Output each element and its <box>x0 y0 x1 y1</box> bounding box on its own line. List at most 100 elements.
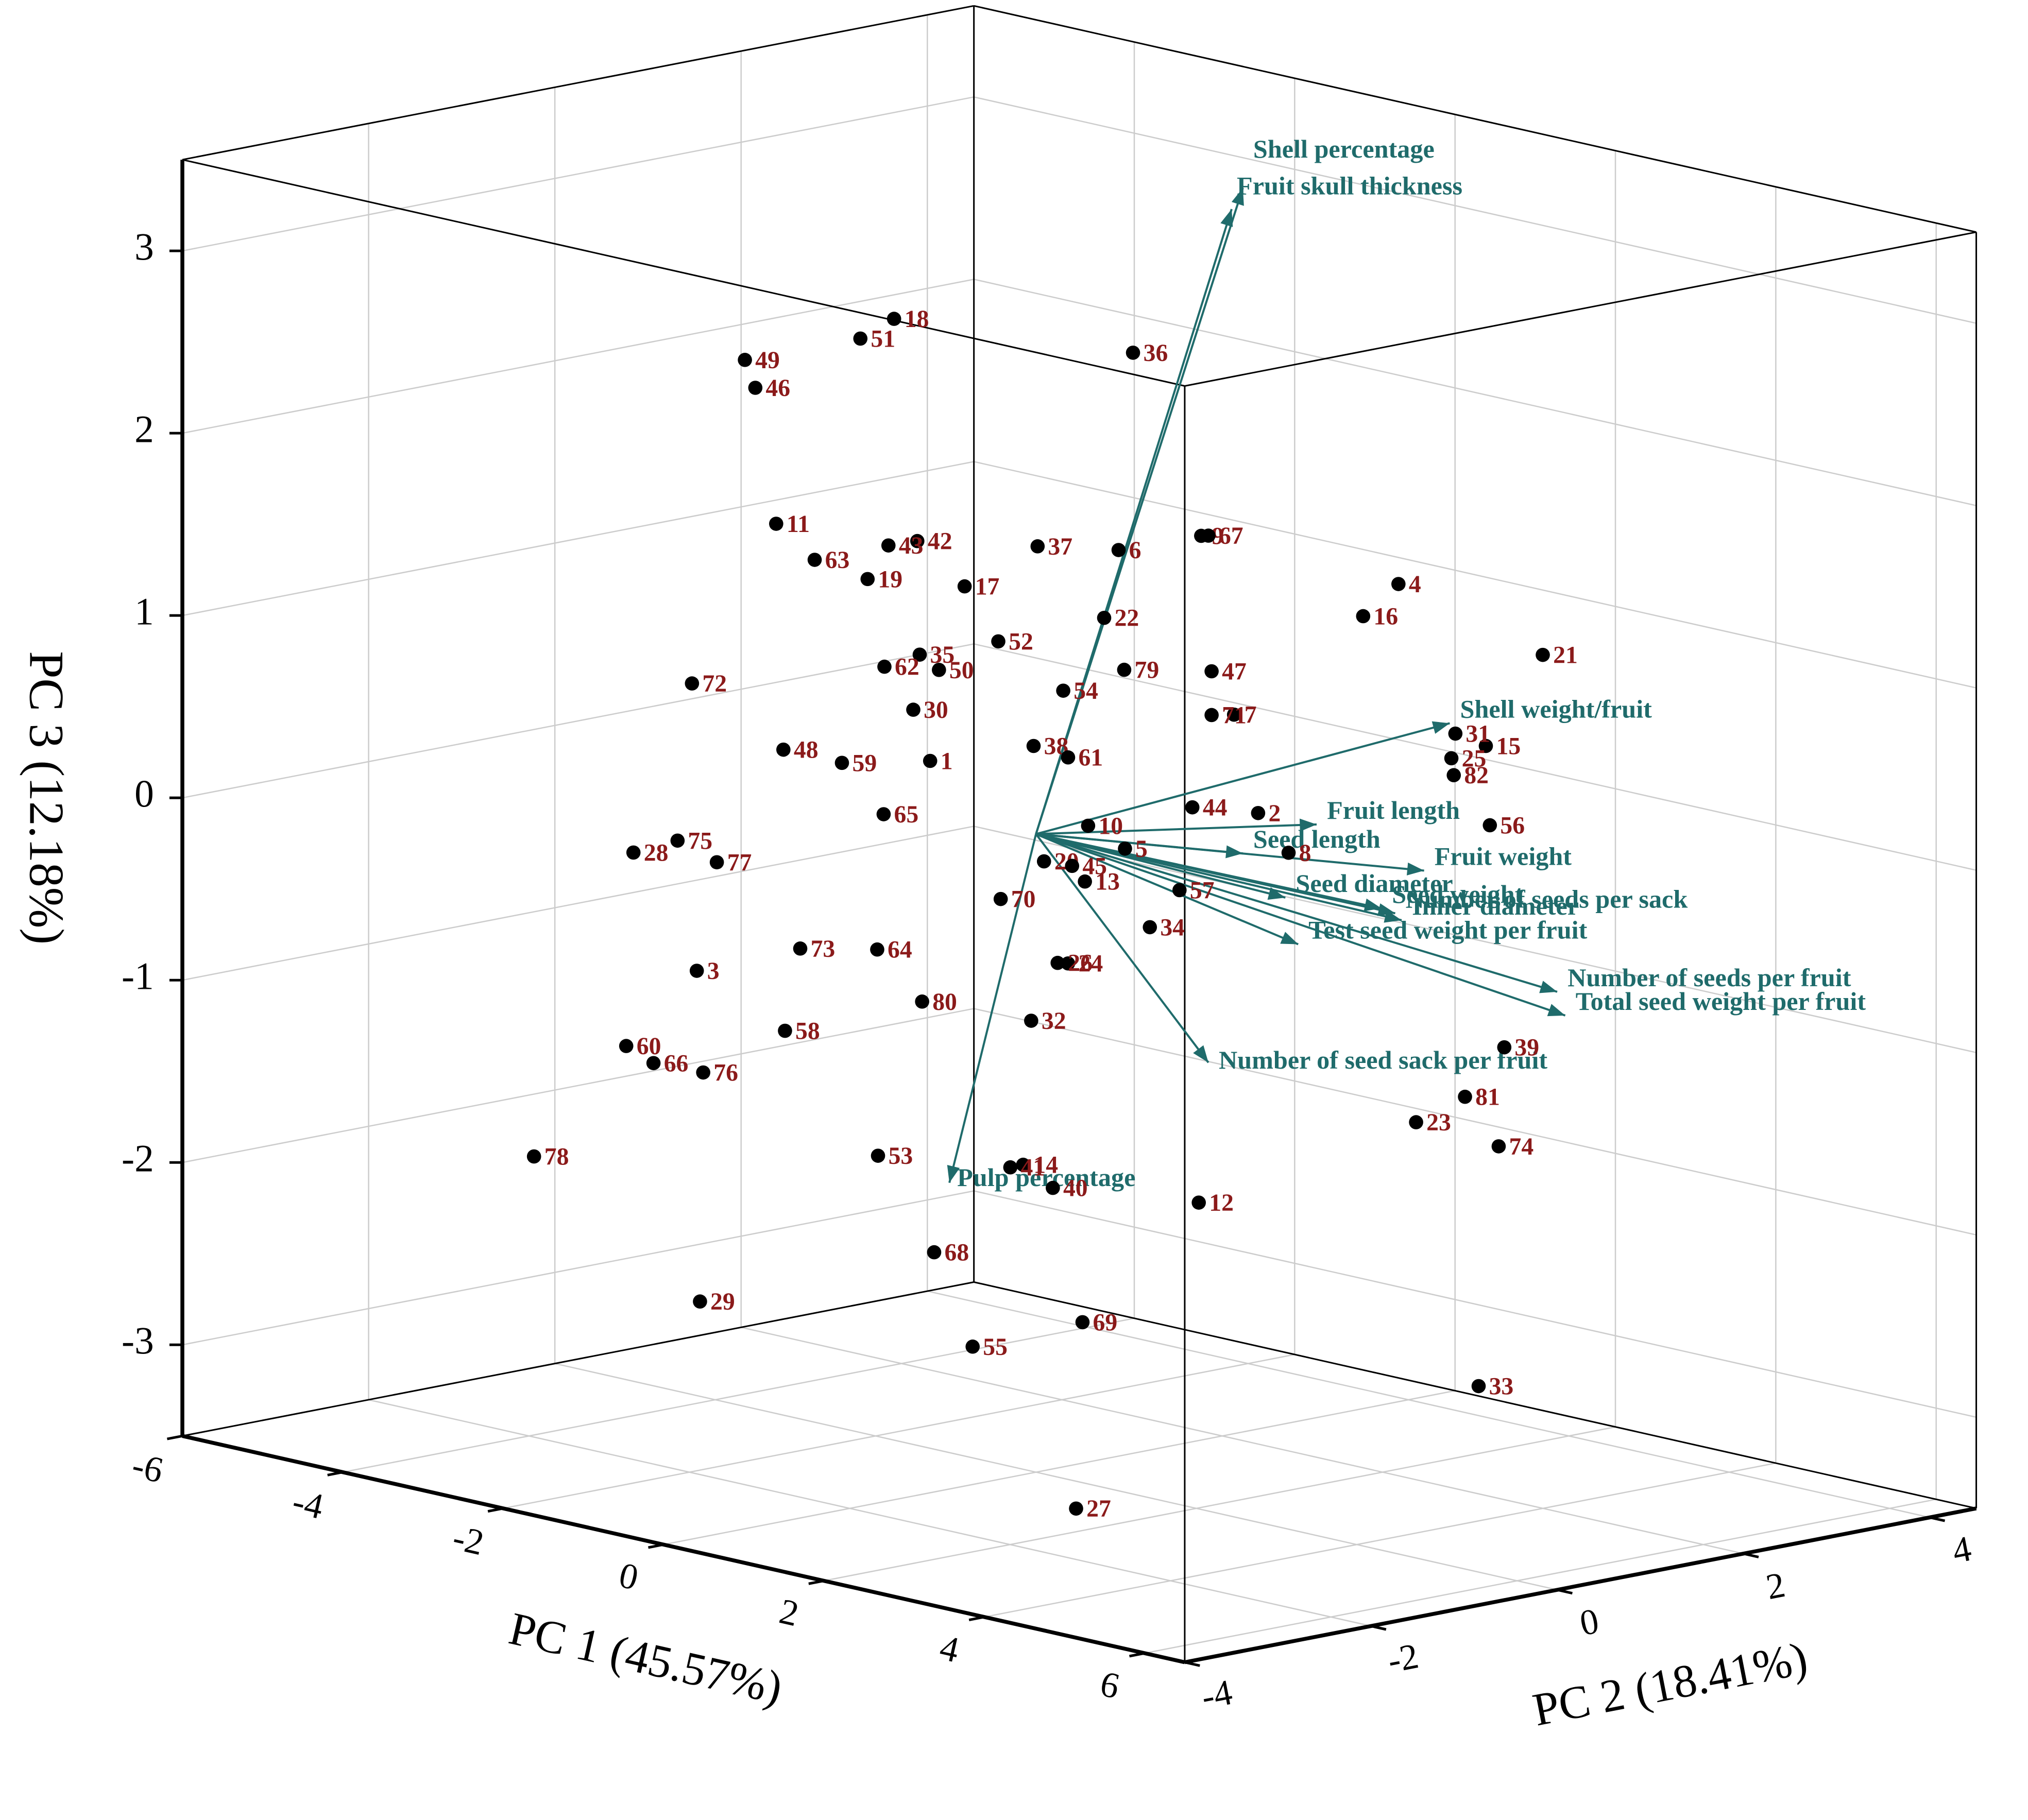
point-label: 72 <box>702 670 727 697</box>
grid-line <box>974 96 1976 324</box>
point <box>670 833 685 848</box>
point-label: 51 <box>871 325 895 352</box>
point-label: 69 <box>1093 1309 1118 1336</box>
point-label: 57 <box>1190 877 1215 904</box>
z-tick-label: 3 <box>134 226 154 268</box>
point <box>877 659 892 674</box>
grid-line <box>974 643 1976 871</box>
point <box>1281 846 1296 860</box>
point <box>1061 750 1076 765</box>
point-label: 71 <box>1222 701 1247 729</box>
point-label: 77 <box>727 849 752 876</box>
arrowhead <box>1220 209 1233 227</box>
point <box>1046 1180 1060 1195</box>
point-label: 74 <box>1509 1133 1533 1160</box>
point <box>870 942 884 957</box>
arrowhead <box>1384 910 1402 923</box>
point <box>853 331 868 346</box>
grid-line <box>974 279 1976 506</box>
arrowhead <box>1431 721 1450 734</box>
loading-label: Seed diameter <box>1296 869 1453 898</box>
point <box>1016 1157 1031 1172</box>
point <box>1050 955 1065 970</box>
point <box>1409 1115 1423 1129</box>
x-tick <box>1129 1652 1145 1658</box>
point-label: 10 <box>1098 812 1123 839</box>
point <box>1056 683 1070 698</box>
loading-label: Fruit weight <box>1435 842 1572 870</box>
point <box>1172 883 1187 898</box>
point-label: 65 <box>894 801 918 828</box>
arrowhead <box>1539 981 1558 993</box>
grid-line <box>182 643 974 799</box>
box-edge <box>182 1281 974 1437</box>
point <box>1069 1501 1083 1516</box>
grid-line <box>343 1317 1135 1473</box>
y-tick-label: -4 <box>1198 1672 1235 1718</box>
point-label: 7 <box>1245 701 1257 729</box>
point <box>906 702 921 717</box>
grid-line <box>182 96 974 252</box>
point <box>1030 539 1045 554</box>
loading-arrow <box>1035 833 1299 946</box>
point-label: 82 <box>1464 762 1489 789</box>
point-label: 26 <box>1068 950 1093 977</box>
x-axis-line <box>182 1434 1185 1664</box>
point <box>932 663 946 677</box>
point <box>1391 577 1406 591</box>
arrowhead <box>1231 187 1244 206</box>
arrowhead <box>1193 1045 1208 1063</box>
loading-arrow <box>1035 833 1558 993</box>
point-label: 4 <box>1409 571 1421 598</box>
grid-line <box>182 279 974 434</box>
loading-arrow <box>1035 833 1402 921</box>
arrowhead <box>1547 1004 1565 1017</box>
point <box>910 534 925 548</box>
point-label: 11 <box>787 510 810 538</box>
loading-label: Total seed weight per fruit <box>1576 987 1866 1016</box>
point <box>1444 751 1459 766</box>
arrowhead <box>1280 932 1299 945</box>
loading-arrow <box>1036 823 1317 835</box>
point-label: 49 <box>755 347 780 374</box>
point <box>957 579 972 594</box>
point-label: 41 <box>1020 1154 1045 1181</box>
point <box>887 312 901 326</box>
grid-line <box>974 826 1976 1054</box>
grid-line <box>368 1399 1371 1627</box>
x-tick <box>327 1471 343 1476</box>
point <box>1024 1014 1038 1028</box>
point <box>793 941 808 956</box>
y-tick <box>1929 1516 1946 1522</box>
y-tick <box>1557 1588 1573 1595</box>
y-tick <box>1370 1624 1387 1631</box>
point <box>1118 842 1132 856</box>
z-tick-label: -2 <box>122 1138 154 1180</box>
x-tick <box>166 1434 183 1440</box>
point <box>776 742 791 757</box>
point <box>1111 543 1126 557</box>
point-label: 79 <box>1135 657 1160 684</box>
point-label: 17 <box>975 573 1000 600</box>
point-label: 63 <box>825 546 850 574</box>
point-label: 53 <box>889 1142 913 1170</box>
box-edge <box>1184 231 1976 387</box>
point-label: 42 <box>928 528 952 555</box>
point-label: 24 <box>1079 950 1103 977</box>
point <box>965 1340 980 1354</box>
point-label: 30 <box>924 696 948 724</box>
point-label: 6 <box>1129 537 1141 564</box>
point <box>1201 528 1216 543</box>
loading-label: Fruit length <box>1327 796 1460 825</box>
point <box>807 553 822 567</box>
point-label: 8 <box>1299 839 1311 867</box>
point <box>685 676 700 691</box>
grid-line <box>663 1390 1455 1546</box>
point <box>912 647 927 662</box>
point <box>834 756 849 770</box>
point-label: 76 <box>713 1059 738 1087</box>
point-label: 55 <box>983 1333 1008 1361</box>
point <box>748 381 763 395</box>
